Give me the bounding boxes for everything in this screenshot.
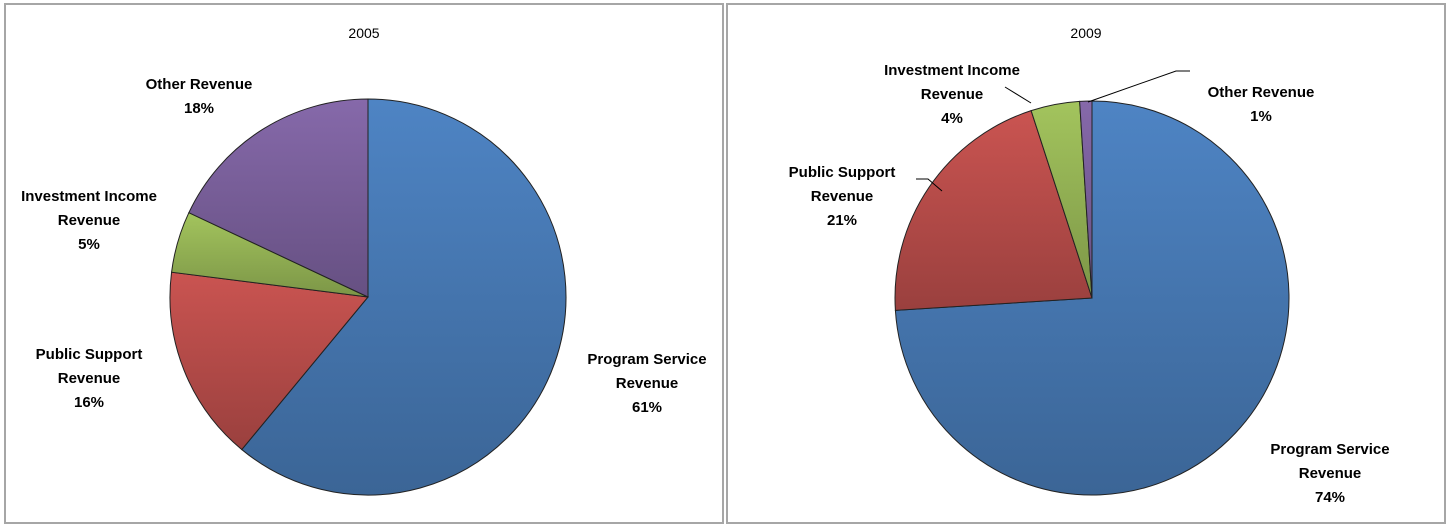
- pie-slice: [169, 271, 369, 451]
- data-label: Public Support Revenue 21%: [772, 161, 912, 233]
- leader-line: [916, 178, 943, 192]
- pie-slice: [241, 98, 567, 496]
- chart-title: 2009: [1070, 25, 1102, 41]
- pie-slice: [894, 110, 1093, 311]
- value-label: 16%: [73, 394, 105, 411]
- value-label: 4%: [941, 110, 963, 127]
- chart-title: 2005: [348, 25, 380, 41]
- data-label: Other Revenue 1%: [1161, 81, 1361, 129]
- pie-chart: [894, 70, 1290, 496]
- leader-line: [1087, 70, 1190, 103]
- pie-slice: [188, 98, 369, 298]
- value-label: 1%: [1250, 108, 1272, 125]
- category-label: Investment Income Revenue: [884, 62, 1020, 103]
- data-label: Investment Income Revenue 5%: [9, 185, 169, 257]
- data-label: Other Revenue 18%: [99, 73, 299, 121]
- data-label: Investment Income Revenue 4%: [872, 59, 1032, 131]
- data-label: Public Support Revenue 16%: [19, 343, 159, 415]
- category-label: Program Service Revenue: [587, 351, 707, 392]
- data-label: Program Service Revenue 74%: [1260, 438, 1400, 510]
- data-label: Program Service Revenue 61%: [577, 348, 717, 420]
- value-label: 21%: [826, 212, 858, 229]
- category-label: Investment Income Revenue: [21, 188, 157, 229]
- category-label: Program Service Revenue: [1270, 441, 1390, 482]
- chart-panel: 2005 Program Service Revenue 61% Public Sup…: [4, 3, 724, 524]
- value-label: 5%: [78, 236, 100, 253]
- value-label: 18%: [183, 100, 215, 117]
- category-label: Other Revenue: [1207, 84, 1315, 101]
- value-label: 74%: [1314, 489, 1346, 506]
- leader-line: [1004, 86, 1032, 104]
- category-label: Public Support Revenue: [788, 164, 896, 205]
- value-label: 61%: [631, 399, 663, 416]
- category-label: Other Revenue: [145, 76, 253, 93]
- category-label: Public Support Revenue: [35, 346, 143, 387]
- pie-chart: [169, 98, 567, 496]
- chart-panel: 2009 Program Service Revenue 74% Public Sup…: [726, 3, 1446, 524]
